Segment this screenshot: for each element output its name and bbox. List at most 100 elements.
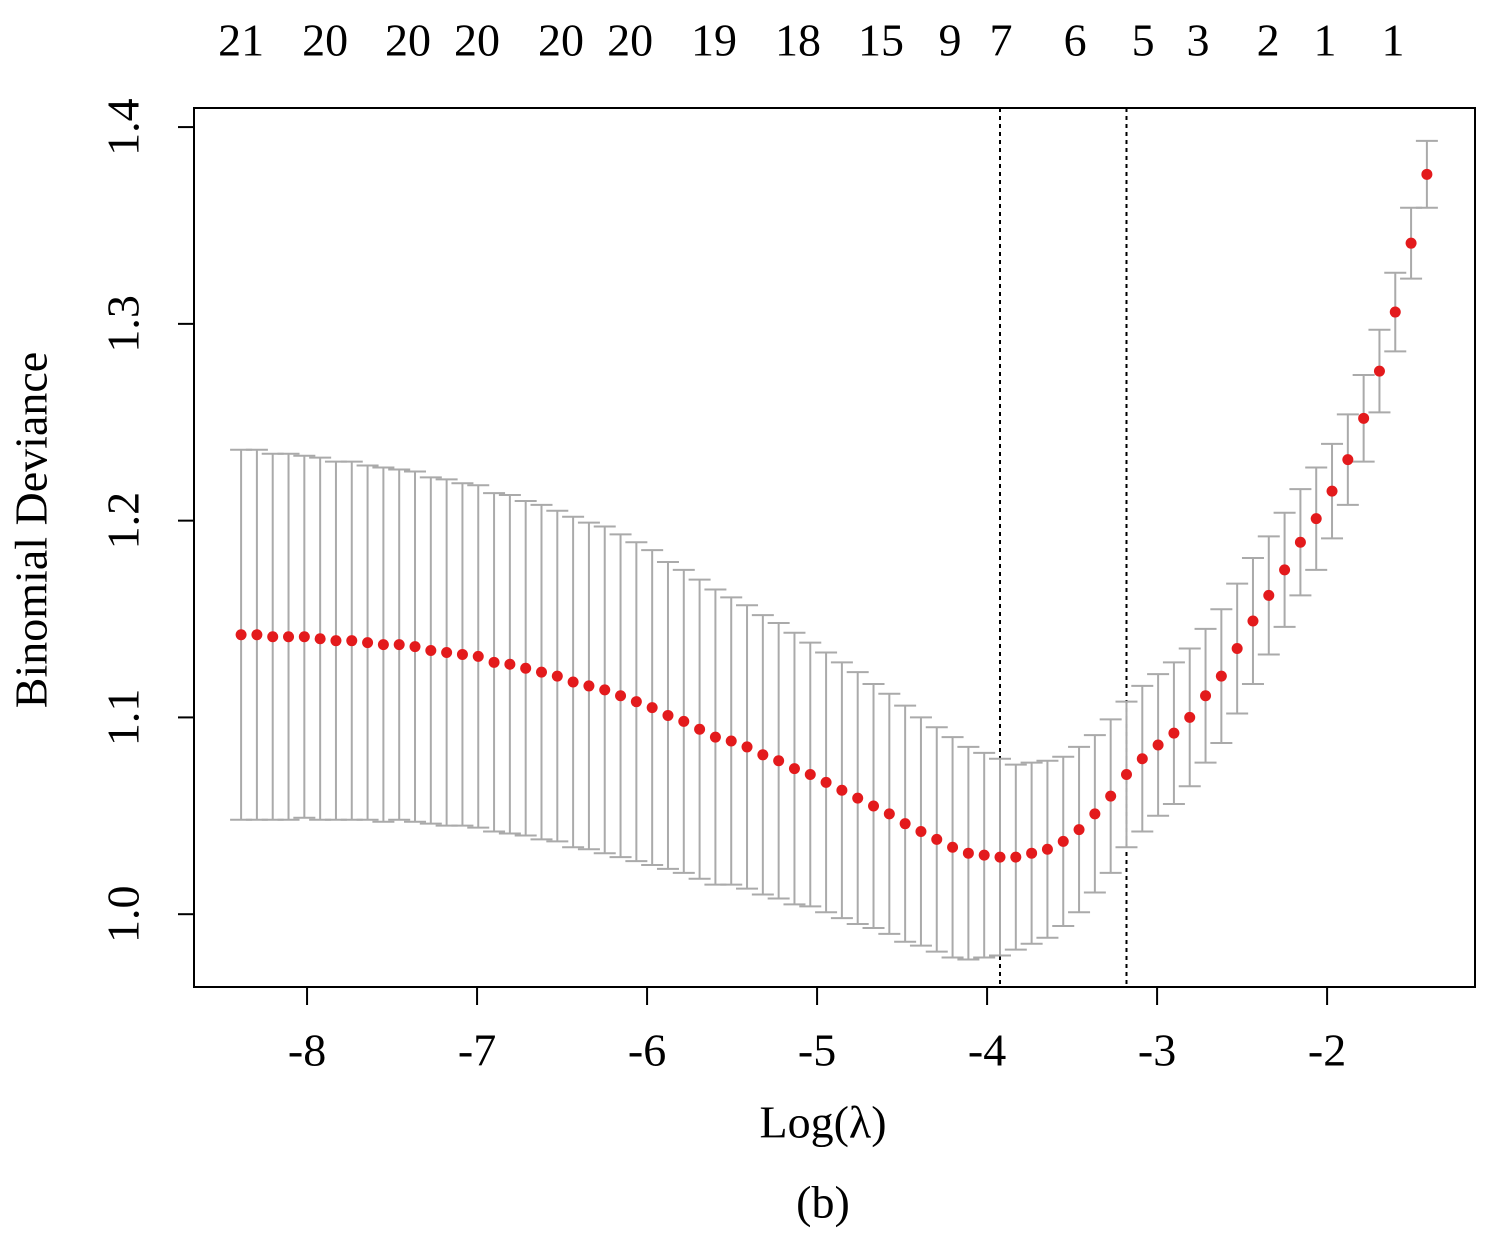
top-tick-label: 1 — [1382, 15, 1405, 66]
point — [567, 676, 579, 688]
x-tick-label: -7 — [458, 1025, 496, 1076]
point — [1026, 847, 1038, 859]
point — [1279, 564, 1291, 576]
point — [599, 684, 611, 696]
point — [504, 658, 516, 670]
x-tick-label: -3 — [1138, 1025, 1176, 1076]
point — [709, 731, 721, 743]
top-tick-label: 18 — [775, 15, 821, 66]
x-tick-label: -5 — [798, 1025, 836, 1076]
y-tick-label: 1.3 — [98, 295, 149, 353]
point — [978, 849, 990, 861]
point — [1231, 643, 1243, 655]
point — [1089, 808, 1101, 820]
x-tick-label: -4 — [968, 1025, 1006, 1076]
point — [1373, 365, 1385, 377]
top-tick-label: 2 — [1257, 15, 1280, 66]
top-tick-label: 1 — [1314, 15, 1337, 66]
point — [646, 702, 658, 714]
point — [915, 826, 927, 838]
point — [757, 749, 769, 761]
point — [788, 763, 800, 775]
point — [1041, 843, 1053, 855]
top-tick-label: 19 — [691, 15, 737, 66]
point — [1405, 237, 1417, 249]
top-tick-label: 20 — [385, 15, 431, 66]
point — [1358, 412, 1370, 424]
point — [314, 633, 326, 645]
point — [330, 635, 342, 647]
y-tick-label: 1.0 — [98, 885, 149, 943]
y-tick-label: 1.4 — [98, 98, 149, 156]
x-tick-label: -2 — [1308, 1025, 1346, 1076]
point — [1263, 589, 1275, 601]
x-tick-label: -6 — [628, 1025, 666, 1076]
point — [235, 629, 247, 641]
point — [694, 723, 706, 735]
point — [1389, 306, 1401, 318]
point — [1136, 753, 1148, 765]
point — [1010, 851, 1022, 863]
point — [1215, 670, 1227, 682]
top-tick-label: 5 — [1132, 15, 1155, 66]
point — [488, 656, 500, 668]
point — [883, 808, 895, 820]
point — [868, 800, 880, 812]
point — [804, 768, 816, 780]
point — [551, 670, 563, 682]
top-tick-label: 20 — [302, 15, 348, 66]
point — [1421, 168, 1433, 180]
point — [251, 629, 263, 641]
top-tick-label: 3 — [1187, 15, 1210, 66]
point — [899, 818, 911, 830]
point — [267, 631, 279, 643]
point — [725, 735, 737, 747]
point — [852, 792, 864, 804]
point — [393, 639, 405, 651]
y-tick-label: 1.2 — [98, 492, 149, 550]
point — [283, 631, 295, 643]
point — [1294, 536, 1306, 548]
top-tick-label: 6 — [1064, 15, 1087, 66]
point — [1200, 690, 1212, 702]
top-tick-label: 20 — [607, 15, 653, 66]
point — [472, 650, 484, 662]
point — [1120, 768, 1132, 780]
x-axis-label: Log(λ) — [759, 1097, 886, 1148]
point — [678, 715, 690, 727]
point — [1310, 513, 1322, 525]
point — [362, 637, 374, 649]
point — [931, 833, 943, 845]
point — [456, 648, 468, 660]
point — [377, 639, 389, 651]
point — [947, 841, 959, 853]
point — [535, 666, 547, 678]
point — [962, 847, 974, 859]
top-tick-label: 21 — [218, 15, 264, 66]
point — [1152, 739, 1164, 751]
point — [994, 851, 1006, 863]
point — [1105, 790, 1117, 802]
plot-frame — [193, 107, 1476, 988]
point — [1057, 835, 1069, 847]
point — [298, 631, 310, 643]
point — [836, 784, 848, 796]
y-axis-label: Binomial Deviance — [6, 352, 57, 708]
point — [346, 635, 358, 647]
point — [1326, 485, 1338, 497]
top-tick-label: 7 — [990, 15, 1013, 66]
point — [1168, 727, 1180, 739]
point — [441, 646, 453, 658]
point — [1073, 824, 1085, 836]
point — [773, 755, 785, 767]
x-tick-label: -8 — [288, 1025, 326, 1076]
point — [583, 680, 595, 692]
point — [662, 709, 674, 721]
top-tick-label: 15 — [858, 15, 904, 66]
point — [520, 662, 532, 674]
point — [741, 741, 753, 753]
point — [630, 696, 642, 708]
top-tick-label: 20 — [538, 15, 584, 66]
point — [409, 641, 421, 653]
